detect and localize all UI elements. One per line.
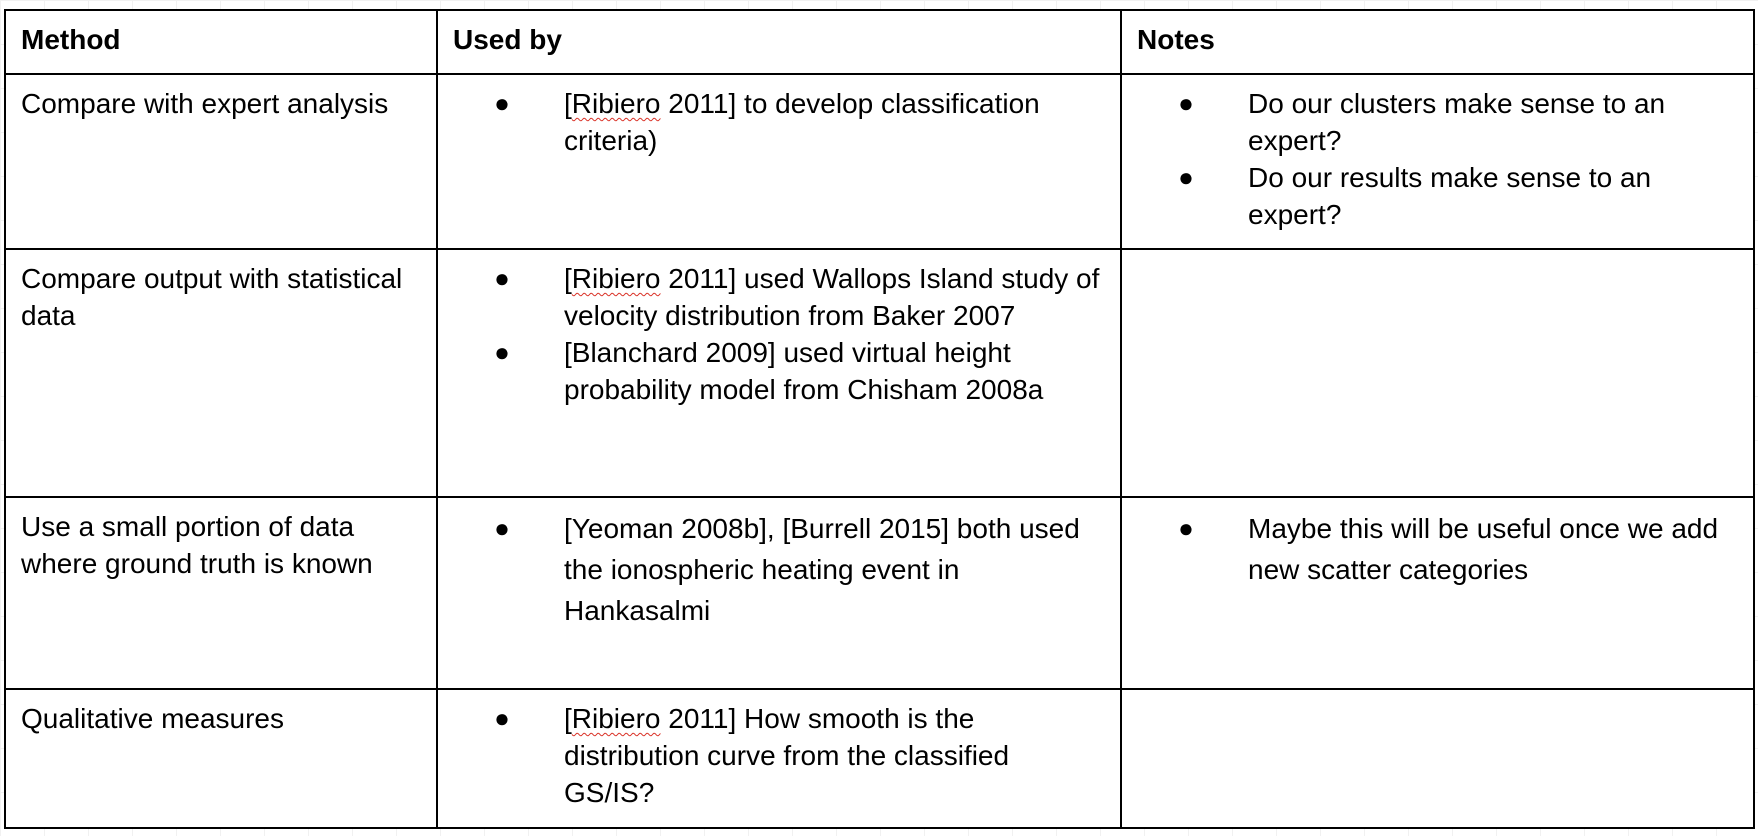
methods-table: Method Used by Notes Compare with expert… xyxy=(4,9,1755,829)
list-item: ● [Ribiero 2011] How smooth is the distri… xyxy=(453,700,1106,811)
list-item: ● Maybe this will be useful once we add n… xyxy=(1137,508,1739,590)
list-item: ● [Ribiero 2011] used Wallops Island stud… xyxy=(453,260,1106,334)
notes-cell[interactable] xyxy=(1120,688,1755,829)
list-item: ● [Blanchard 2009] used virtual height pr… xyxy=(453,334,1106,408)
bullet-icon: ● xyxy=(494,513,510,543)
bullet-icon: ● xyxy=(494,88,510,118)
header-used-by[interactable]: Used by xyxy=(436,9,1122,75)
table-row: Compare output with statistical data ● [R… xyxy=(4,248,1755,498)
list-item: ● [Yeoman 2008b], [Burrell 2015] both use… xyxy=(453,508,1106,631)
method-cell[interactable]: Compare output with statistical data xyxy=(4,248,438,498)
spellcheck-word[interactable]: Ribiero xyxy=(571,703,661,734)
list-item: ● [Ribiero 2011] to develop classificatio… xyxy=(453,85,1106,159)
bullet-icon: ● xyxy=(1178,162,1194,192)
used-by-cell[interactable]: ● [Yeoman 2008b], [Burrell 2015] both use… xyxy=(436,496,1122,690)
bullet-icon: ● xyxy=(494,703,510,733)
spellcheck-word[interactable]: Ribiero xyxy=(571,263,661,294)
notes-cell[interactable]: ● Do our clusters make sense to an expert… xyxy=(1120,73,1755,250)
table-header-row: Method Used by Notes xyxy=(4,9,1755,75)
method-cell[interactable]: Use a small portion of data where ground… xyxy=(4,496,438,690)
bullet-icon: ● xyxy=(494,263,510,293)
notes-cell[interactable] xyxy=(1120,248,1755,498)
notes-cell[interactable]: ● Maybe this will be useful once we add n… xyxy=(1120,496,1755,690)
bullet-icon: ● xyxy=(494,337,510,367)
used-by-cell[interactable]: ● [Ribiero 2011] How smooth is the distri… xyxy=(436,688,1122,829)
spellcheck-word[interactable]: Ribiero xyxy=(571,88,661,119)
header-notes[interactable]: Notes xyxy=(1120,9,1755,75)
bullet-icon: ● xyxy=(1178,513,1194,543)
list-item: ● Do our results make sense to an expert? xyxy=(1137,159,1739,233)
used-by-cell[interactable]: ● [Ribiero 2011] used Wallops Island stud… xyxy=(436,248,1122,498)
used-by-cell[interactable]: ● [Ribiero 2011] to develop classificatio… xyxy=(436,73,1122,250)
header-method[interactable]: Method xyxy=(4,9,438,75)
table-row: Use a small portion of data where ground… xyxy=(4,496,1755,690)
table-row: Qualitative measures ● [Ribiero 2011] How… xyxy=(4,688,1755,829)
bullet-icon: ● xyxy=(1178,88,1194,118)
list-item: ● Do our clusters make sense to an expert… xyxy=(1137,85,1739,159)
table-row: Compare with expert analysis ● [Ribiero 2… xyxy=(4,73,1755,250)
method-cell[interactable]: Qualitative measures xyxy=(4,688,438,829)
method-cell[interactable]: Compare with expert analysis xyxy=(4,73,438,250)
